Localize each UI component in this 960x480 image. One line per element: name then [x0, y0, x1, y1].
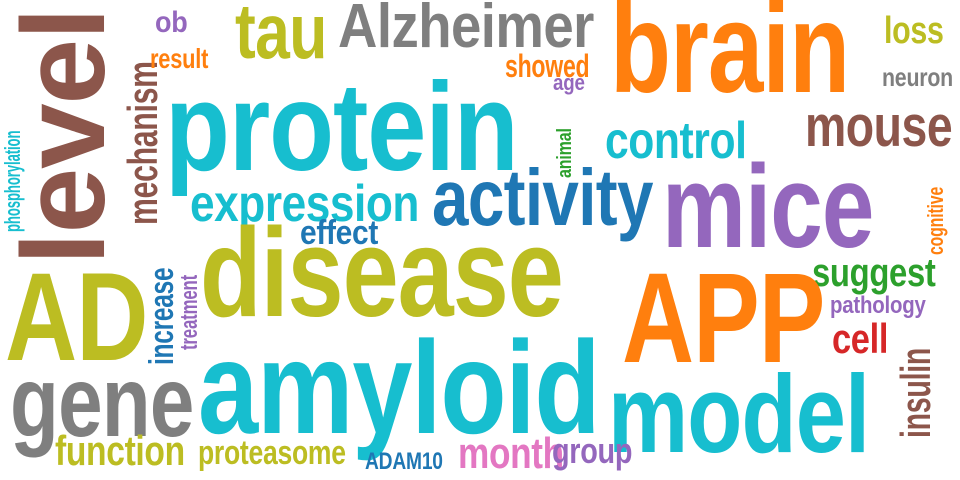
word-neuron: neuron	[882, 62, 953, 92]
word-cell: cell	[832, 315, 889, 362]
word-proteasome: proteasome	[198, 434, 346, 472]
word-mice: mice	[662, 141, 874, 273]
word-ADAM10: ADAM10	[365, 448, 443, 475]
word-suggest: suggest	[812, 251, 936, 295]
word-age: age	[553, 70, 585, 95]
word-showed: showed	[505, 48, 590, 84]
word-pathology: pathology	[830, 292, 926, 319]
word-insulin: insulin	[892, 347, 939, 438]
word-month: month	[458, 429, 564, 478]
word-control: control	[605, 112, 747, 170]
word-gene: gene	[10, 346, 194, 458]
word-effect: effect	[300, 214, 379, 252]
word-loss: loss	[884, 10, 944, 52]
word-expression: expression	[190, 175, 419, 233]
word-alzheimer: Alzheimer	[338, 0, 594, 61]
word-result: result	[150, 43, 209, 74]
word-tau: tau	[235, 0, 327, 75]
word-phosphorylation: phosphorylation	[0, 130, 25, 232]
word-disease: disease	[200, 202, 564, 343]
word-protein: protein	[165, 58, 519, 197]
word-model: model	[608, 353, 870, 476]
word-activity: activity	[432, 153, 653, 242]
word-amyloid: amyloid	[198, 314, 601, 461]
word-function: function	[55, 427, 185, 474]
word-brain: brain	[610, 0, 850, 120]
word-AD: AD	[5, 248, 148, 387]
word-mechanism: mechanism	[119, 61, 166, 225]
word-cognitive: cognitive	[923, 186, 948, 255]
word-APP: APP	[622, 247, 825, 390]
word-mouse: mouse	[805, 94, 953, 159]
word-group: group	[552, 430, 633, 471]
word-ob: ob	[155, 6, 188, 39]
